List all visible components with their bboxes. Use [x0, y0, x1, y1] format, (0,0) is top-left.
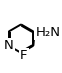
Text: N: N — [4, 39, 14, 52]
Text: H₂N: H₂N — [35, 26, 61, 39]
Text: F: F — [20, 49, 28, 62]
